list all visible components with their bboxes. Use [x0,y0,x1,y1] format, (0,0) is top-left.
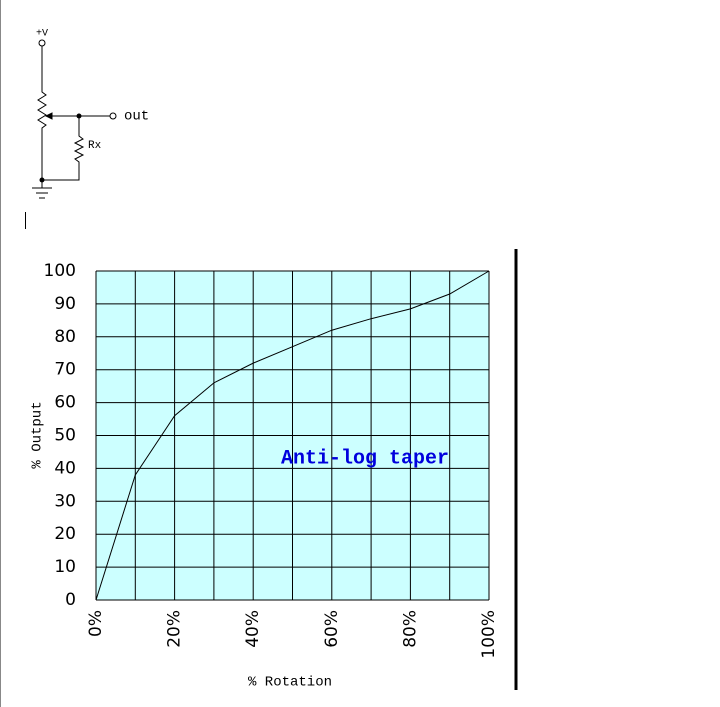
junction [39,177,45,183]
annotation: Anti-log taper [281,447,449,470]
x-tick-label: 60% [322,610,342,648]
terminal [109,112,117,120]
y-tick-label: 10 [54,557,76,577]
y-tick-label: 40 [54,458,76,478]
supply-label: +V [36,29,48,40]
x-tick-label: 80% [400,610,420,648]
line-series [95,270,490,601]
y-axis-label: % Output [30,401,46,468]
terminal [38,39,46,47]
y-tick-label: 0 [65,590,76,610]
y-tick-label: 100 [44,261,76,281]
x-axis-label: % Rotation [248,675,332,691]
y-tick-label: 90 [54,294,76,314]
x-tick-label: 40% [243,610,263,648]
y-tick-label: 20 [54,524,76,544]
junction [76,113,82,119]
x-tick-label: 100% [479,610,499,659]
x-tick-label: 0% [86,610,106,637]
y-tick-label: 80 [54,327,76,347]
y-tick-label: 50 [54,426,76,446]
resistor-label: Rx [88,140,102,152]
circuit [32,39,117,199]
y-tick-label: 60 [54,393,76,413]
y-tick-label: 70 [54,360,76,380]
potentiometer [37,46,47,180]
y-tick-label: 30 [54,491,76,511]
output-label: out [124,109,149,125]
wiper-arrow [44,112,53,120]
resistor-rx [42,116,85,181]
x-tick-label: 20% [165,610,185,648]
